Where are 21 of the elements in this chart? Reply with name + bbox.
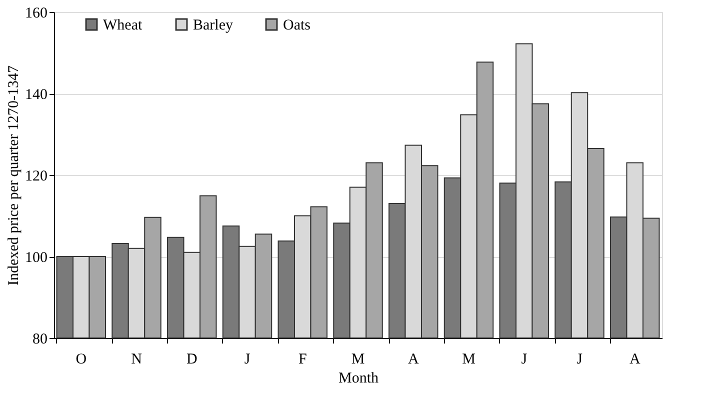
- legend-label: Barley: [193, 18, 234, 34]
- x-tick-label: J: [521, 352, 528, 368]
- y-tick-label: 100: [25, 250, 48, 266]
- x-tick-label: M: [462, 352, 476, 368]
- x-tick-label: M: [351, 352, 365, 368]
- y-axis-title: Indexed price per quarter 1270-1347: [6, 65, 22, 286]
- x-tick-label: A: [629, 352, 640, 368]
- x-tick-label: N: [131, 352, 142, 368]
- x-tick-label: D: [186, 352, 198, 368]
- x-tick-label: O: [76, 352, 87, 368]
- x-tick-label: J: [244, 352, 250, 368]
- x-axis-title: Month: [338, 370, 379, 386]
- y-tick-label: 140: [25, 87, 48, 103]
- y-tick-label: 120: [25, 168, 48, 184]
- x-tick-label: A: [408, 352, 419, 368]
- y-tick-label: 160: [25, 6, 48, 22]
- x-tick-label: F: [298, 352, 307, 368]
- legend-label: Oats: [283, 18, 311, 34]
- x-tick-label: J: [576, 352, 583, 368]
- y-tick-label: 80: [32, 332, 48, 348]
- legend-label: Wheat: [103, 18, 143, 34]
